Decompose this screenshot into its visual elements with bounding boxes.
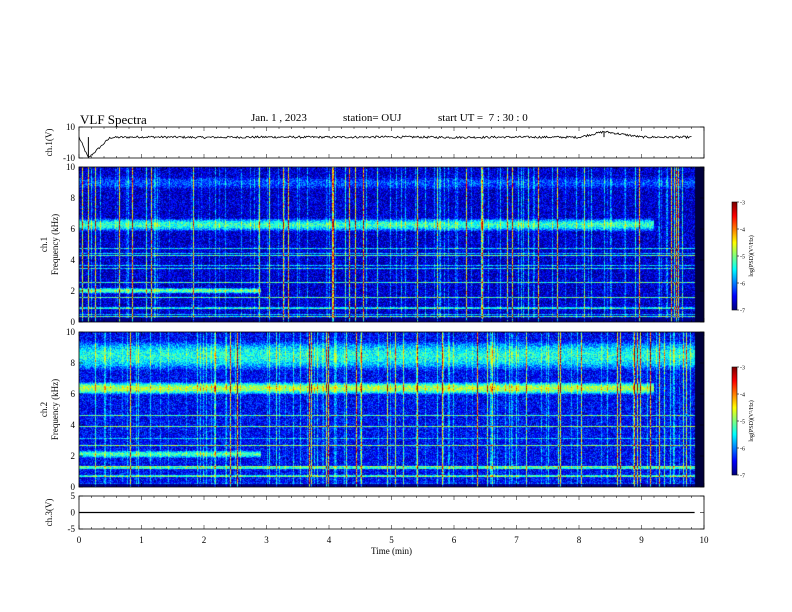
y-tick-label: 6 xyxy=(71,224,76,234)
x-tick-label: 7 xyxy=(514,535,519,545)
spectrogram-image-ch2 xyxy=(79,332,704,487)
y-tick-label: 2 xyxy=(71,451,76,461)
station-label: station= OUJ xyxy=(343,112,402,124)
date-label: Jan. 1 , 2023 xyxy=(251,112,307,124)
y-tick-label: -10 xyxy=(63,153,75,163)
y-tick-label: 8 xyxy=(71,193,76,203)
colorbar-tick-label: -4 xyxy=(740,393,745,399)
colorbar-ch2 xyxy=(732,367,737,475)
y-tick-label: 6 xyxy=(71,389,76,399)
y-tick-label: 10 xyxy=(66,162,76,172)
y-tick-label: 2 xyxy=(71,286,76,296)
y-tick-label: 0 xyxy=(71,508,76,518)
x-tick-label: 4 xyxy=(327,535,332,545)
figure-title: VLF Spectra xyxy=(80,112,147,127)
x-axis-label: Time (min) xyxy=(371,546,412,556)
x-tick-label: 8 xyxy=(577,535,582,545)
series-line-ch1-voltage xyxy=(78,130,692,158)
x-tick-label: 1 xyxy=(139,535,144,545)
colorbar-tick-label: -5 xyxy=(740,420,745,426)
y-axis-label: ch.2 xyxy=(39,402,49,417)
spectrogram-image-ch1 xyxy=(79,167,704,322)
x-tick-label: 10 xyxy=(700,535,710,545)
x-tick-label: 0 xyxy=(77,535,82,545)
colorbar-ch1 xyxy=(732,202,737,310)
y-axis-label: ch.1(V) xyxy=(44,129,54,157)
colorbar-tick-label: -7 xyxy=(740,474,745,480)
start-ut-label: start UT = 7 : 30 : 0 xyxy=(438,112,528,124)
x-tick-label: 9 xyxy=(639,535,644,545)
y-tick-label: 10 xyxy=(66,122,76,132)
y-tick-label: 8 xyxy=(71,358,76,368)
x-tick-label: 2 xyxy=(202,535,207,545)
colorbar-tick-label: -5 xyxy=(740,255,745,261)
x-tick-label: 3 xyxy=(264,535,269,545)
y-tick-label: 5 xyxy=(71,491,76,501)
colorbar-tick-label: -3 xyxy=(740,366,745,372)
y-tick-label: 4 xyxy=(71,255,76,265)
panel-frame-0 xyxy=(78,126,705,159)
y-axis-label: ch.3(V) xyxy=(44,499,54,527)
y-tick-label: 10 xyxy=(66,327,76,337)
colorbar-tick-label: -3 xyxy=(740,201,745,207)
y-axis-label: ch.1 xyxy=(39,237,49,252)
y-axis-label: Frequency (kHz) xyxy=(50,214,60,275)
colorbar-tick-label: -6 xyxy=(740,282,745,288)
y-axis-label: Frequency (kHz) xyxy=(50,379,60,440)
colorbar-label: log(PSD)(V²/Hz) xyxy=(748,235,755,276)
x-tick-label: 6 xyxy=(452,535,457,545)
colorbar-tick-label: -7 xyxy=(740,309,745,315)
y-tick-label: 4 xyxy=(71,420,76,430)
x-tick-label: 5 xyxy=(389,535,394,545)
colorbar-tick-label: -4 xyxy=(740,228,745,234)
colorbar-label: log(PSD)(V²/Hz) xyxy=(748,400,755,441)
colorbar-tick-label: -6 xyxy=(740,447,745,453)
y-tick-label: 0 xyxy=(71,482,76,492)
y-tick-label: -5 xyxy=(68,524,76,534)
y-tick-label: 0 xyxy=(71,317,76,327)
